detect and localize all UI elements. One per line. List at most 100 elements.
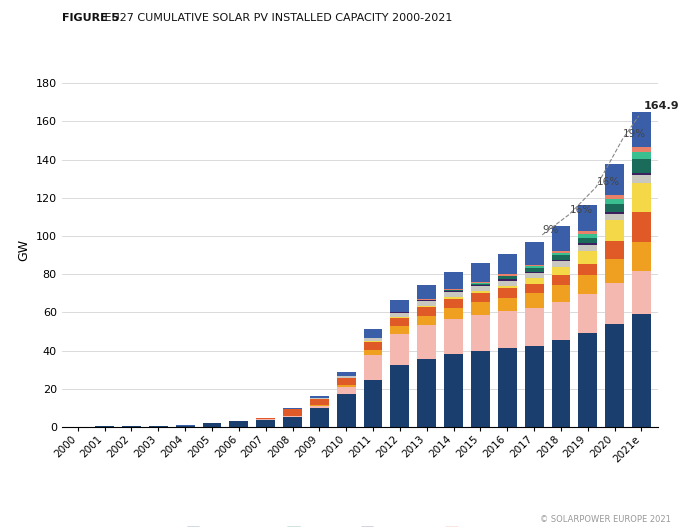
Bar <box>390 313 409 317</box>
Bar <box>632 314 651 427</box>
Bar <box>498 281 516 286</box>
Bar <box>498 348 516 427</box>
Bar <box>606 259 624 282</box>
Bar <box>525 271 543 273</box>
Bar <box>310 406 329 408</box>
Bar <box>606 195 624 199</box>
Bar <box>444 297 463 299</box>
Bar <box>551 261 571 267</box>
Bar <box>578 294 597 334</box>
Bar <box>417 285 436 299</box>
Bar <box>471 264 490 282</box>
Bar <box>498 298 516 311</box>
Bar <box>578 204 597 231</box>
Bar <box>578 231 597 233</box>
Bar <box>551 252 571 255</box>
Bar <box>417 301 436 306</box>
Bar <box>525 284 543 293</box>
Bar <box>632 270 651 314</box>
Bar <box>551 260 571 261</box>
Bar <box>578 238 597 243</box>
Bar <box>632 147 651 152</box>
Bar <box>390 365 409 427</box>
Y-axis label: GW: GW <box>17 239 30 261</box>
Bar <box>417 307 436 316</box>
Bar <box>578 334 597 427</box>
Bar <box>498 275 516 276</box>
Bar <box>525 268 543 271</box>
Bar <box>578 251 597 264</box>
Bar <box>471 285 490 286</box>
Bar <box>337 378 356 385</box>
Bar <box>444 292 463 297</box>
Bar <box>525 346 543 427</box>
Bar <box>149 426 168 427</box>
Bar <box>310 396 329 398</box>
Bar <box>471 284 490 285</box>
Bar <box>606 204 624 212</box>
Bar <box>471 351 490 427</box>
Bar <box>525 308 543 346</box>
Bar <box>283 417 302 427</box>
Bar <box>444 290 463 292</box>
Bar <box>444 299 463 308</box>
Bar <box>256 418 275 419</box>
Bar <box>551 255 571 260</box>
Bar <box>471 291 490 293</box>
Bar <box>444 272 463 289</box>
Bar <box>390 300 409 312</box>
Bar <box>310 399 329 405</box>
Bar <box>525 273 543 278</box>
Bar <box>337 376 356 378</box>
Text: 19%: 19% <box>623 129 647 139</box>
Bar <box>498 279 516 281</box>
Bar <box>498 288 516 298</box>
Bar <box>364 355 382 379</box>
Bar <box>525 265 543 266</box>
Bar <box>364 349 382 355</box>
Text: © SOLARPOWER EUROPE 2021: © SOLARPOWER EUROPE 2021 <box>540 515 671 524</box>
Bar <box>444 319 463 354</box>
Bar <box>578 264 597 275</box>
Bar <box>551 267 571 275</box>
Bar <box>122 426 141 427</box>
Bar <box>310 408 329 427</box>
Bar <box>578 245 597 251</box>
Bar <box>632 152 651 159</box>
Bar <box>256 419 275 427</box>
Bar <box>444 289 463 290</box>
Bar <box>337 394 356 427</box>
Bar <box>471 315 490 351</box>
Bar <box>390 326 409 334</box>
Bar <box>390 317 409 326</box>
Bar <box>632 212 651 242</box>
Bar <box>606 282 624 324</box>
Bar <box>525 278 543 284</box>
Bar <box>417 359 436 427</box>
Text: 16%: 16% <box>597 178 619 187</box>
Bar <box>417 316 436 325</box>
Bar <box>498 286 516 288</box>
Bar <box>551 226 571 250</box>
Bar <box>471 293 490 302</box>
Bar <box>471 302 490 315</box>
Bar <box>337 387 356 394</box>
Bar <box>444 354 463 427</box>
Bar <box>256 417 275 418</box>
Bar <box>364 329 382 338</box>
Bar <box>578 243 597 245</box>
Bar <box>606 213 624 220</box>
Text: 16%: 16% <box>569 204 593 214</box>
Text: 164.9: 164.9 <box>644 101 680 111</box>
Bar <box>632 112 651 147</box>
Bar <box>578 233 597 238</box>
Bar <box>337 372 356 376</box>
Text: 9%: 9% <box>543 225 559 235</box>
Bar <box>337 385 356 387</box>
Bar <box>551 340 571 427</box>
Bar <box>498 254 516 275</box>
Bar <box>498 276 516 279</box>
Bar <box>632 159 651 173</box>
Bar <box>498 311 516 348</box>
Bar <box>390 334 409 365</box>
